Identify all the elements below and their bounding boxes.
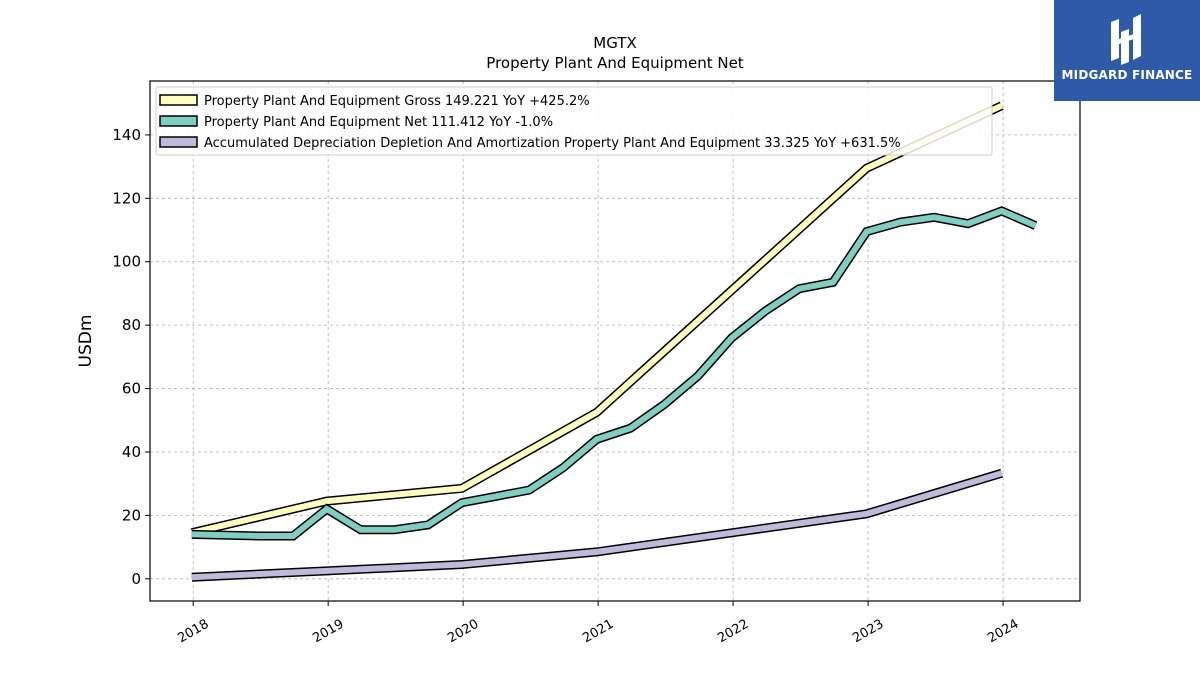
y-tick-label: 140 bbox=[112, 126, 141, 144]
legend: Property Plant And Equipment Gross 149.2… bbox=[155, 86, 993, 156]
chart-title: MGTX bbox=[593, 34, 636, 52]
x-axis: 2018 2019 2020 2021 2022 2023 2024 bbox=[175, 601, 1021, 646]
legend-label: Accumulated Depreciation Depletion And A… bbox=[204, 136, 901, 151]
x-tick-label: 2022 bbox=[715, 617, 751, 647]
legend-swatch bbox=[159, 136, 198, 148]
series-2-line bbox=[191, 207, 1037, 539]
x-tick-label: 2023 bbox=[850, 617, 886, 647]
x-tick-label: 2018 bbox=[175, 617, 211, 647]
series-2-outline bbox=[191, 206, 1038, 541]
grid bbox=[150, 81, 1080, 601]
logo-mark-icon bbox=[1111, 14, 1141, 65]
legend-box bbox=[155, 86, 993, 156]
x-tick-label: 2021 bbox=[580, 617, 616, 647]
series-lines bbox=[190, 101, 1038, 582]
brand-logo: MIDGARD FINANCE bbox=[1054, 0, 1200, 101]
plot-frame bbox=[149, 80, 1081, 602]
y-tick-label: 80 bbox=[122, 316, 141, 334]
series-1-line bbox=[191, 102, 1003, 536]
y-tick-label: 100 bbox=[112, 253, 141, 271]
x-tick-label: 2020 bbox=[445, 617, 481, 647]
y-tick-label: 120 bbox=[112, 189, 141, 207]
legend-label: Property Plant And Equipment Net 111.412… bbox=[204, 115, 553, 130]
y-tick-label: 60 bbox=[122, 380, 141, 398]
y-axis: 0 20 40 60 80 100 120 140 bbox=[112, 126, 150, 588]
y-tick-label: 0 bbox=[131, 570, 141, 588]
y-axis-label: USDm bbox=[76, 315, 96, 368]
y-tick-label: 20 bbox=[122, 506, 141, 524]
y-tick-label: 40 bbox=[122, 443, 141, 461]
legend-swatch bbox=[159, 94, 198, 106]
chart-subtitle: Property Plant And Equipment Net bbox=[486, 54, 743, 72]
brand-name: MIDGARD FINANCE bbox=[1061, 68, 1193, 82]
legend-label: Property Plant And Equipment Gross 149.2… bbox=[204, 94, 590, 109]
x-tick-label: 2019 bbox=[310, 617, 346, 647]
x-tick-label: 2024 bbox=[985, 617, 1021, 647]
series-1-outline bbox=[190, 101, 1004, 538]
legend-swatch bbox=[159, 115, 198, 127]
series-3-line bbox=[191, 470, 1003, 581]
